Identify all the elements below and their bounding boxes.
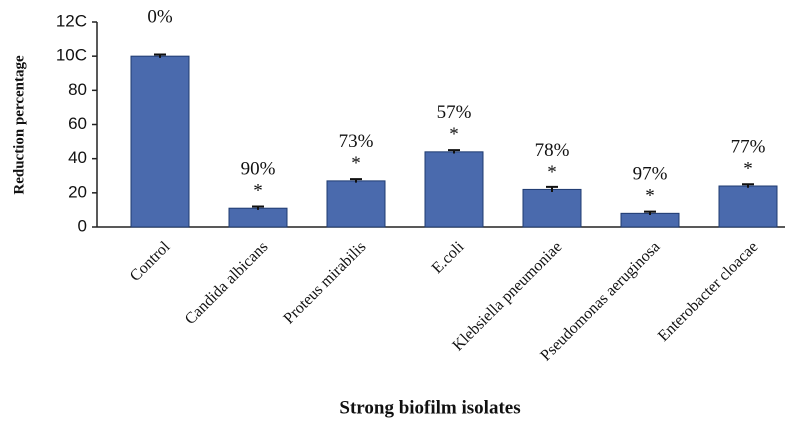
error-bar (644, 210, 656, 216)
y-tick-label: 20 (68, 182, 87, 201)
error-bar (448, 149, 460, 154)
x-tick-label: Enterobacter cloacae (655, 238, 762, 345)
x-tick-label: E.coli (429, 238, 468, 277)
x-tick-label: Candida albicans (182, 238, 272, 328)
reduction-label: 78% (535, 140, 570, 161)
bar (228, 207, 288, 228)
y-tick-label: 10C (56, 46, 87, 65)
y-tick-label: 0 (78, 216, 87, 235)
reduction-label: 57% (437, 102, 472, 123)
significance-mark: * (743, 158, 753, 179)
x-axis-title: Strong biofilm isolates (339, 397, 520, 418)
reduction-label: 97% (633, 164, 668, 185)
reduction-label: 77% (731, 136, 766, 157)
error-bar (546, 185, 558, 192)
y-tick-label: 80 (68, 80, 87, 99)
error-bar (154, 53, 166, 58)
reduction-label: 0% (147, 7, 173, 28)
error-bar (252, 205, 264, 210)
x-tick-label: Proteus mirabilis (280, 238, 369, 327)
y-tick-label: 12C (56, 11, 87, 30)
significance-mark: * (449, 124, 459, 145)
error-bar (350, 178, 362, 183)
bar (522, 188, 582, 228)
significance-mark: * (645, 186, 655, 207)
reduction-label: 90% (241, 159, 276, 180)
bar (130, 55, 190, 228)
bar (424, 151, 484, 228)
bar (718, 185, 778, 228)
bar (620, 212, 680, 228)
y-tick-label: 40 (68, 148, 87, 167)
significance-mark: * (547, 162, 557, 183)
x-tick-label: Control (127, 238, 174, 285)
significance-mark: * (351, 153, 361, 174)
bar (326, 180, 386, 228)
y-tick-label: 60 (68, 114, 87, 133)
significance-mark: * (253, 181, 263, 202)
error-bar (742, 183, 754, 188)
x-tick-label: Klebsiella pneumoniae (449, 238, 565, 354)
y-axis-title: Reduction percentage (11, 55, 27, 195)
reduction-label: 73% (339, 131, 374, 152)
